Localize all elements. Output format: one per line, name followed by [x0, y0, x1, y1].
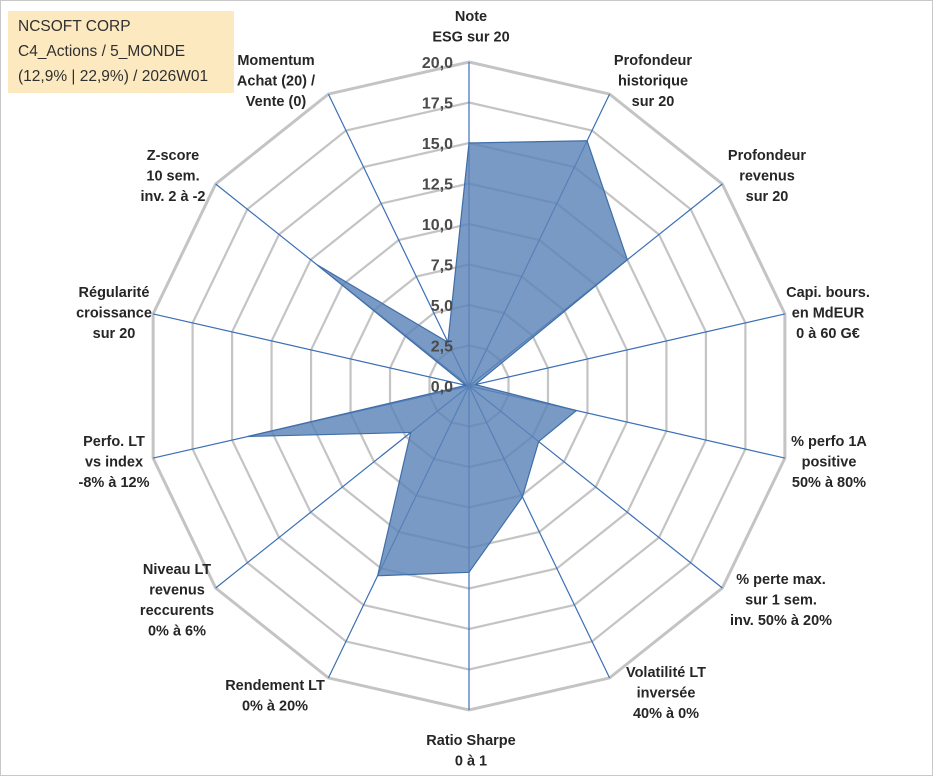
- axis-label: Profondeur historique sur 20: [614, 53, 692, 110]
- axis-label: Perfo. LT vs index -8% à 12%: [79, 434, 150, 491]
- axis-spoke: [468, 313, 786, 387]
- axis-label: Momentum Achat (20) / Vente (0): [237, 53, 315, 110]
- axis-label: Note ESG sur 20: [432, 9, 509, 46]
- radar-tick-labels: 0,0 2,5 5,0 7,5 10,0 12,5 15,0 17,5 20,0: [422, 55, 453, 396]
- tick-label: 7,5: [431, 258, 453, 275]
- tick-label: 17,5: [422, 96, 453, 113]
- axis-label: Capi. bours. en MdEUR 0 à 60 G€: [786, 285, 870, 342]
- tick-label: 0,0: [431, 379, 453, 396]
- portfolio-name: C4_Actions / 5_MONDE: [18, 43, 186, 60]
- chart-title-box: NCSOFT CORP C4_Actions / 5_MONDE (12,9% …: [8, 11, 234, 93]
- axis-label: Ratio Sharpe 0 à 1: [426, 733, 515, 770]
- series-area: [247, 140, 629, 577]
- axis-spoke: [327, 93, 470, 387]
- axis-label: % perfo 1A positive 50% à 80%: [791, 434, 867, 491]
- axis-spoke: [152, 313, 470, 387]
- axis-label: Niveau LT revenus reccurents 0% à 6%: [140, 562, 214, 640]
- tick-label: 15,0: [422, 136, 453, 153]
- axis-label: Rendement LT 0% à 20%: [225, 678, 325, 715]
- tick-label: 20,0: [422, 55, 453, 72]
- radar-series: [247, 140, 629, 577]
- tick-label: 10,0: [422, 217, 453, 234]
- radar-axis-labels: Note ESG sur 20 Profondeur historique sur 20…: [76, 9, 870, 770]
- axis-label: Z-score 10 sem. inv. 2 à -2: [140, 148, 205, 205]
- tick-label: 2,5: [431, 339, 453, 356]
- tick-label: 5,0: [431, 298, 453, 315]
- period-text: (12,9% | 22,9%) / 2026W01: [18, 68, 209, 85]
- axis-label: Volatilité LT inversée 40% à 0%: [626, 665, 706, 722]
- company-name: NCSOFT CORP: [18, 18, 131, 35]
- tick-label: 12,5: [422, 177, 453, 194]
- axis-label: Régularité croissance sur 20: [76, 285, 152, 342]
- axis-label: Profondeur revenus sur 20: [728, 148, 806, 205]
- axis-label: % perte max. sur 1 sem. inv. 50% à 20%: [730, 572, 832, 629]
